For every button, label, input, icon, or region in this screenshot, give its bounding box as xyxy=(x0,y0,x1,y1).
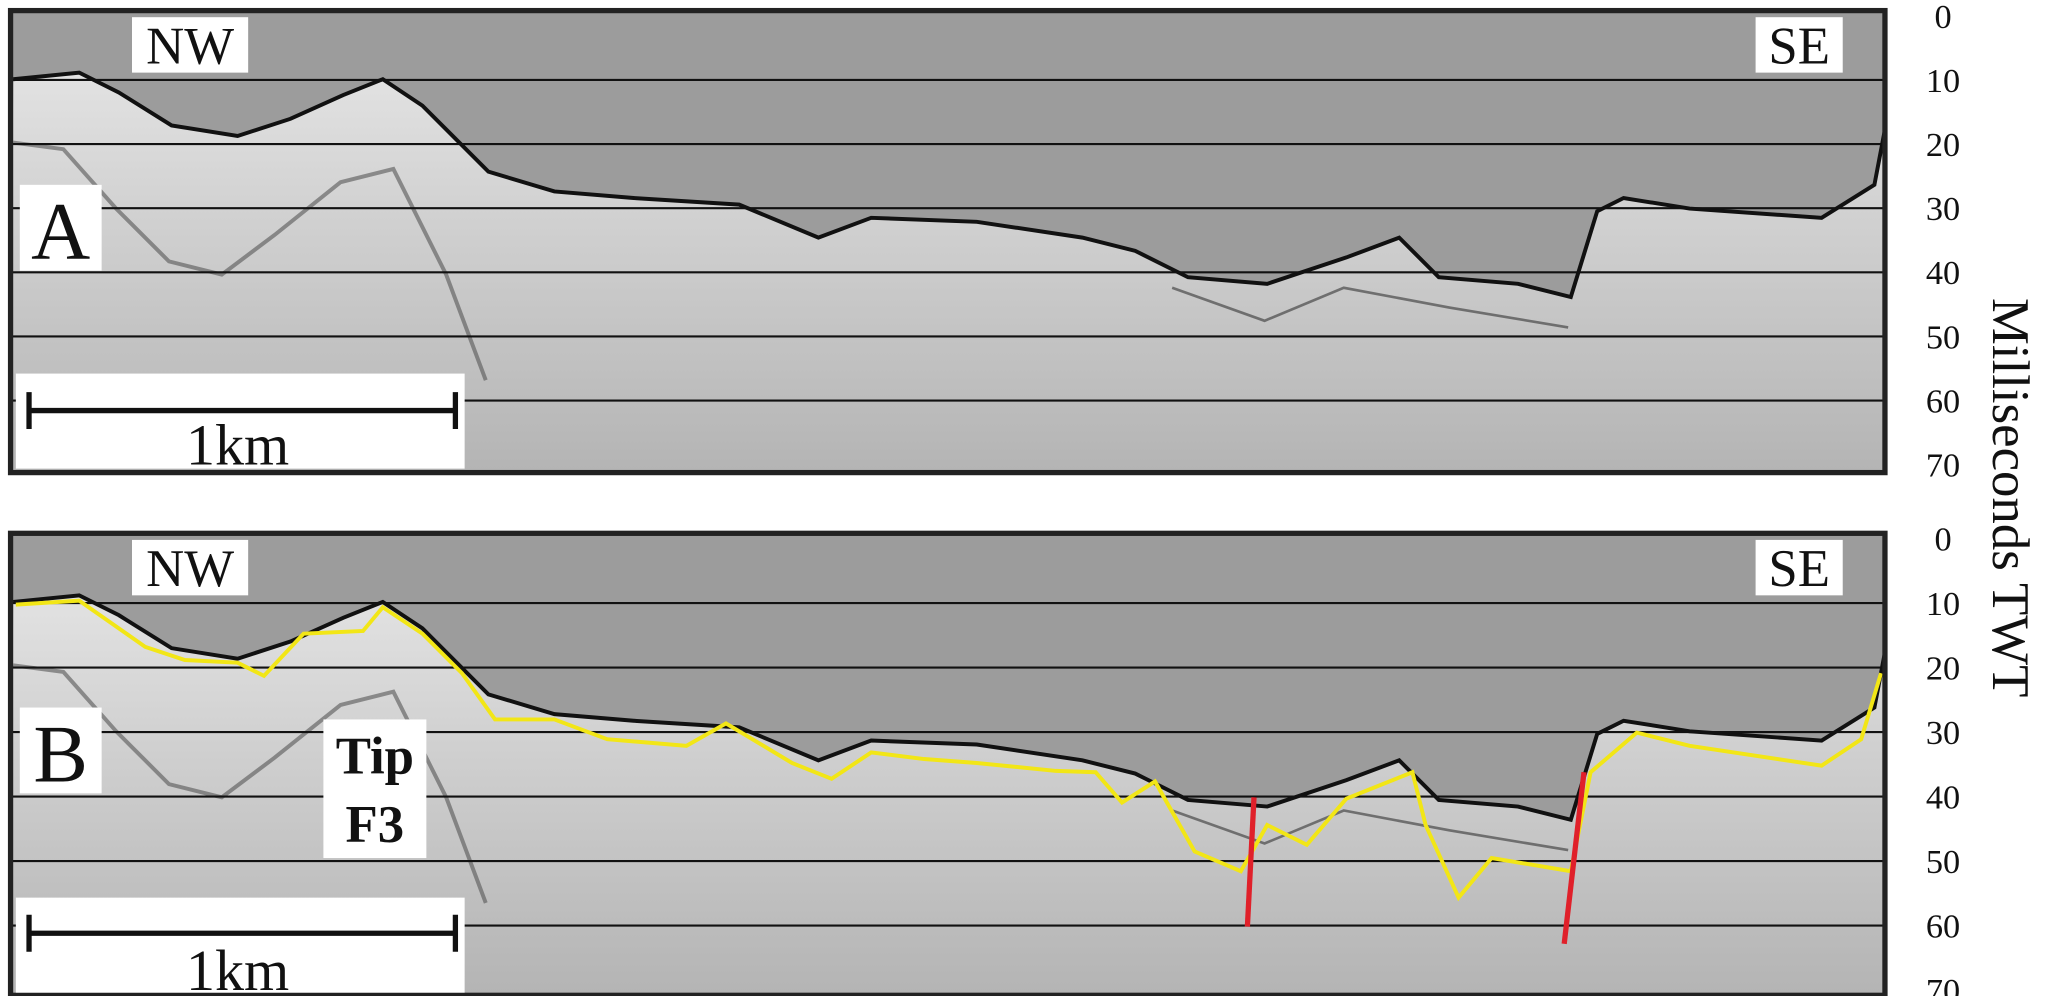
y-tick-label: 60 xyxy=(1926,382,1960,420)
direction-label: SE xyxy=(1768,540,1830,598)
axis-title: Milliseconds TWT xyxy=(1981,298,2039,697)
y-tick-label: 10 xyxy=(1926,62,1960,100)
y-tick-label: 30 xyxy=(1926,714,1960,752)
y-tick-label: 20 xyxy=(1926,649,1960,687)
y-tick-label: 0 xyxy=(1934,520,1951,558)
y-tick-label: 40 xyxy=(1926,254,1960,292)
y-tick-label: 40 xyxy=(1926,778,1960,816)
panel-letter: A xyxy=(31,186,90,277)
annotation: Tip xyxy=(336,728,414,786)
y-tick-label: 10 xyxy=(1926,585,1960,623)
scale-label: 1km xyxy=(186,413,289,478)
direction-label: NW xyxy=(146,17,234,75)
y-tick-label: 70 xyxy=(1926,447,1960,485)
y-tick-label: 0 xyxy=(1934,0,1951,36)
scale-label: 1km xyxy=(186,938,289,996)
panel-letter: B xyxy=(33,708,88,799)
y-tick-label: 70 xyxy=(1926,972,1960,996)
y-tick-label: 50 xyxy=(1926,843,1960,881)
direction-label: NW xyxy=(146,540,234,598)
y-tick-label: 50 xyxy=(1926,318,1960,356)
seismic-figure: NW SE A 1km NW SE B Tip F3 1km Milliseco… xyxy=(0,0,2046,996)
annotation: F3 xyxy=(346,796,405,854)
y-tick-label: 60 xyxy=(1926,907,1960,945)
y-tick-label: 30 xyxy=(1926,190,1960,228)
direction-label: SE xyxy=(1768,17,1830,75)
y-tick-label: 20 xyxy=(1926,126,1960,164)
